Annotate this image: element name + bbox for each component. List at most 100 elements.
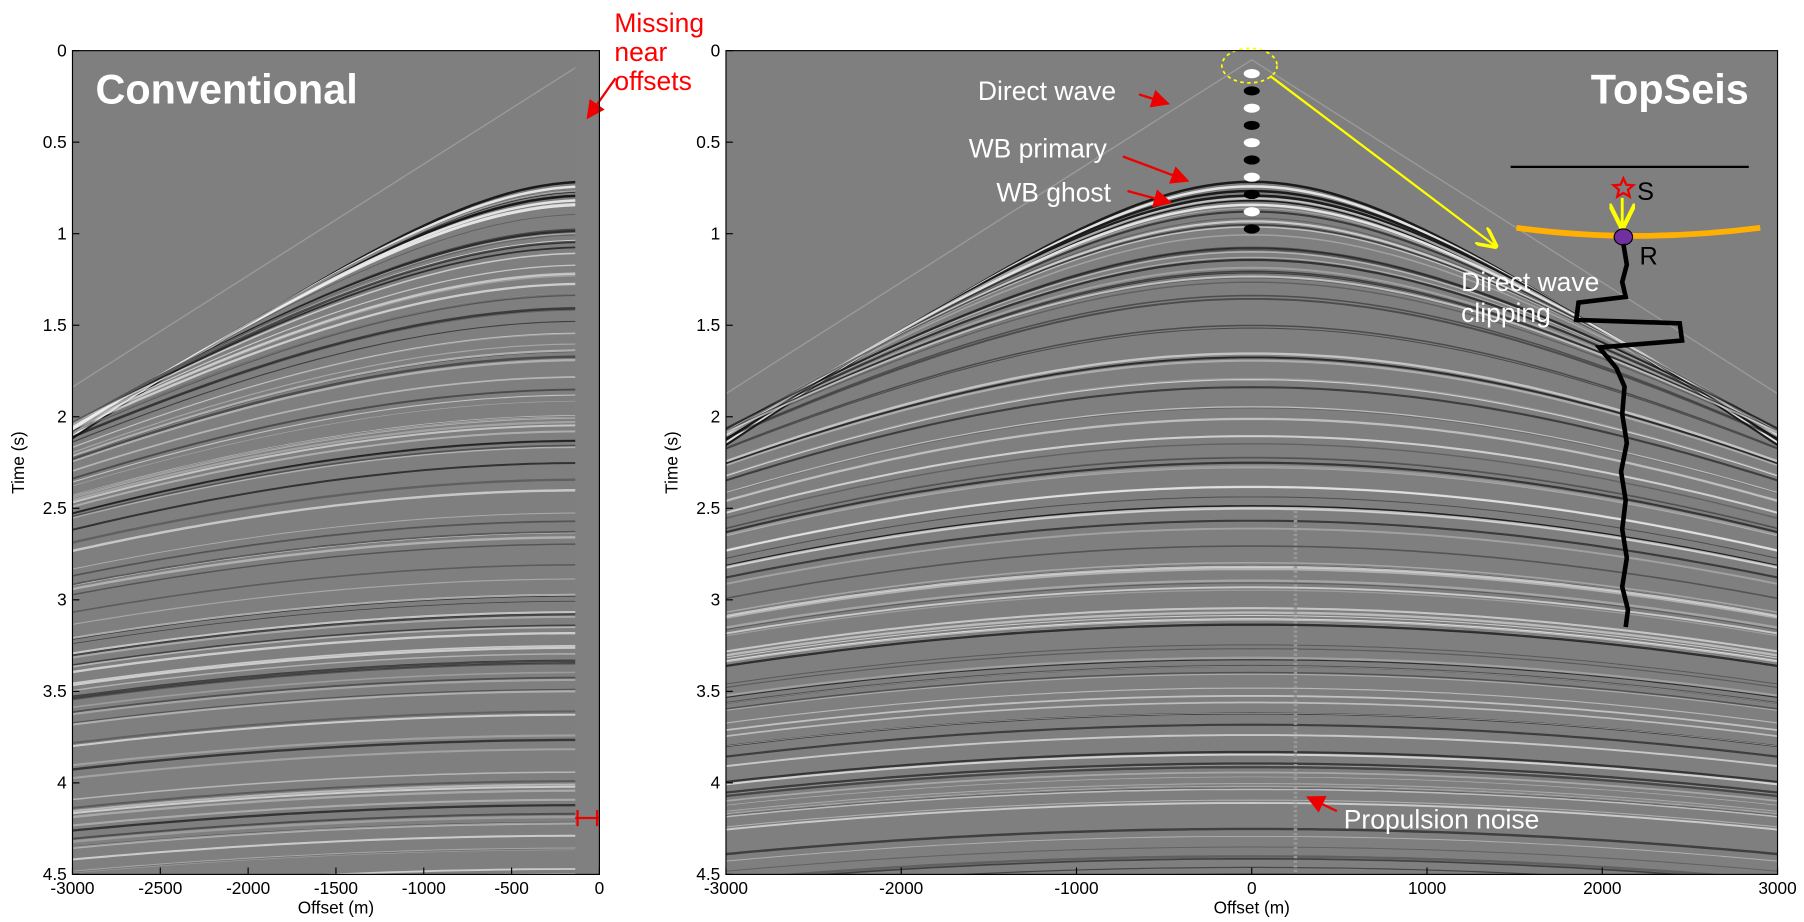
reflection [72, 659, 588, 699]
x-tick-label: -500 [494, 878, 529, 898]
reflection [725, 589, 1778, 637]
annotation: WB primary [969, 134, 1108, 164]
reflection [72, 512, 588, 570]
reflection [725, 712, 1778, 747]
reflection [725, 356, 1778, 465]
reflection [725, 379, 1778, 477]
source-star [1610, 175, 1637, 200]
reflection [72, 564, 588, 614]
reflection [72, 439, 588, 514]
reflection [72, 446, 588, 519]
reflection [72, 282, 588, 431]
reflection [72, 293, 588, 433]
reflection [725, 266, 1778, 432]
reflection [72, 613, 588, 657]
reflection [725, 846, 1778, 872]
reflection [72, 710, 588, 745]
reflection [725, 615, 1778, 659]
reflection [72, 834, 588, 861]
direct-wave-pulse [1243, 172, 1260, 182]
direct-wave-pulse [1243, 103, 1260, 113]
direct-wave-pulse [1243, 207, 1260, 217]
reflection [72, 293, 588, 434]
reflection [72, 232, 588, 425]
reflection [725, 294, 1778, 438]
reflection [72, 815, 588, 843]
reflection [725, 784, 1778, 814]
annotation-line: Missing [614, 8, 704, 38]
x-tick-label: -3000 [50, 878, 94, 898]
reflection [72, 748, 588, 780]
reflection [72, 489, 588, 553]
reflection [72, 611, 588, 655]
reflection [72, 848, 588, 873]
reflection [725, 799, 1778, 828]
reflection [72, 644, 588, 684]
annotation: Missing near offsets [614, 8, 711, 96]
reflection [72, 662, 588, 701]
reflection [725, 695, 1778, 732]
annotation-line: Direct wave [1461, 267, 1599, 297]
y-tick-label: 3.5 [43, 681, 67, 701]
x-tick-label: 2000 [1583, 878, 1621, 898]
reflection [72, 478, 588, 544]
x-tick-label: 0 [1247, 878, 1257, 898]
reflection [725, 443, 1778, 519]
x-tick-label: -3000 [704, 878, 748, 898]
direct-wave-pulse [1243, 155, 1260, 165]
annotation: Direct wave [978, 76, 1116, 106]
reflection [725, 247, 1778, 430]
x-axis-label: Offset (m) [298, 898, 374, 917]
reflection [72, 306, 588, 439]
reflection [725, 764, 1778, 796]
reflection [72, 273, 588, 429]
reflection [72, 812, 588, 840]
annotation-line: near [614, 37, 667, 67]
x-axis-label: Offset (m) [1214, 898, 1290, 917]
reflection [725, 776, 1778, 806]
direct-wave [72, 59, 589, 388]
reflection [725, 406, 1778, 494]
y-axis-label: Time (s) [662, 431, 682, 494]
y-tick-label: 1 [711, 223, 721, 243]
arrow [1306, 795, 1338, 813]
reflection [725, 297, 1778, 440]
arrow [1127, 189, 1173, 208]
reflection [72, 789, 588, 819]
reflection [72, 343, 588, 454]
reflection [725, 457, 1778, 530]
reflection [72, 822, 588, 849]
annotation: Direct wave clipping [1461, 267, 1607, 328]
y-tick-label: 2.5 [43, 498, 67, 518]
reflection [72, 653, 588, 692]
reflection [725, 618, 1778, 663]
reflection [725, 701, 1778, 738]
reflection [725, 407, 1778, 494]
reflection [313, 868, 588, 875]
reflection [725, 644, 1778, 685]
reflection [725, 671, 1778, 710]
reflection [72, 738, 588, 771]
reflection [72, 646, 588, 687]
reflection [725, 456, 1778, 529]
reflection [72, 355, 588, 461]
reflection [72, 821, 588, 849]
reflection [72, 520, 588, 577]
y-tick-label: 0.5 [43, 132, 67, 152]
highlight-ellipse [1220, 47, 1278, 84]
reflection [72, 848, 588, 874]
reflection [72, 676, 588, 714]
reflection [72, 358, 588, 463]
reflection [725, 270, 1778, 432]
reflection [72, 462, 588, 531]
reflection [725, 687, 1778, 724]
reflection [725, 762, 1778, 794]
reflection [72, 444, 588, 519]
reflection [725, 352, 1778, 463]
reflection [72, 430, 588, 508]
reflection [725, 275, 1778, 434]
reflection [72, 624, 588, 666]
reflection [725, 359, 1778, 467]
seismic-image [725, 50, 1778, 875]
arrow [1269, 75, 1496, 246]
